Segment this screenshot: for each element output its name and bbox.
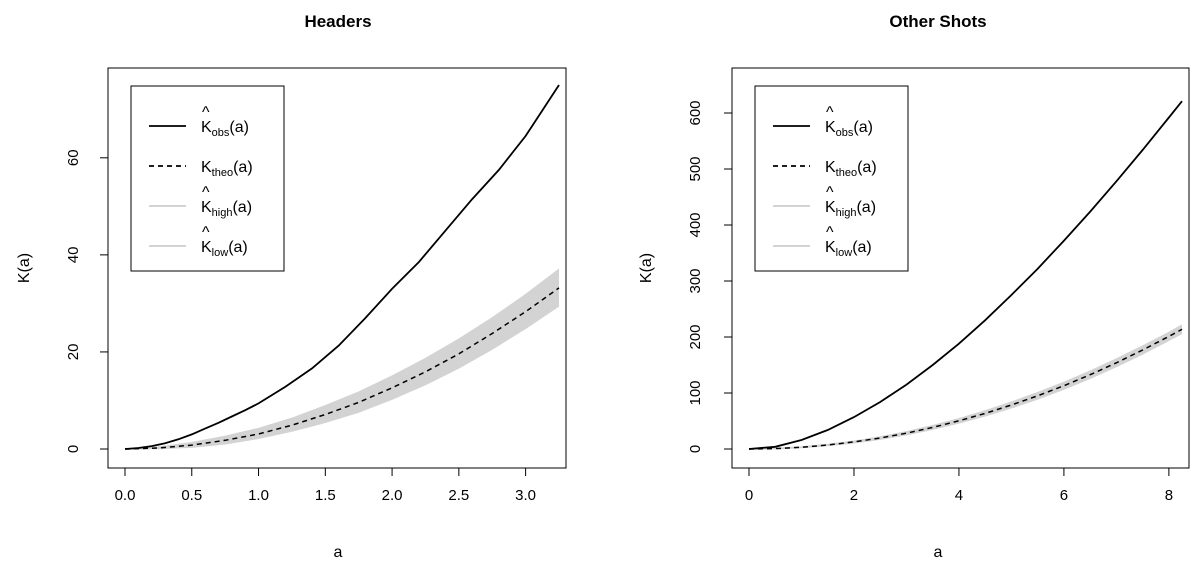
y-axis: 0 20 40 60 [65,149,109,453]
chart-panel-headers: Headers a K(a) 0.0 0.5 1.0 1.5 2.0 2.5 3.0 0 20… [16,12,567,561]
series-line-high [748,324,1183,450]
x-tick-label: 1.0 [248,487,269,504]
x-tick-label: 0.5 [181,487,202,504]
y-tick-label: 20 [65,344,82,361]
series-line-obs [748,100,1183,450]
legend-box [754,85,909,272]
x-tick-label: 0.0 [115,487,136,504]
plot-frame [107,67,567,469]
y-tick-label: 500 [687,156,704,181]
plot-frame [731,67,1190,469]
legend-box [130,85,285,272]
legend-hat: ^ [826,104,834,121]
x-tick-label: 8 [1165,487,1173,504]
legend-hat: ^ [202,224,210,241]
x-tick-label: 3.0 [515,487,536,504]
y-tick-label: 300 [687,268,704,293]
legend-hat: ^ [826,184,834,201]
series-line-theo [748,328,1183,450]
x-axis-label: a [934,544,943,561]
legend-hat: ^ [202,104,210,121]
y-axis: 0 100 200 300 400 500 600 [687,100,733,453]
plot-area [124,84,560,450]
y-tick-label: 60 [65,149,82,166]
series-line-low [748,332,1183,450]
legend: ^Kobs(a)Ktheo(a)^Khigh(a)^Klow(a) [754,85,909,272]
legend: ^Kobs(a)Ktheo(a)^Khigh(a)^Klow(a) [130,85,285,272]
y-axis-label: K(a) [16,253,33,283]
series-line-high [124,268,560,450]
series-line-theo [124,287,560,450]
x-axis: 0 2 4 6 8 [745,467,1173,504]
y-tick-label: 200 [687,324,704,349]
y-tick-label: 600 [687,100,704,125]
legend-hat: ^ [202,184,210,201]
chart-title: Other Shots [889,12,986,31]
x-tick-label: 2.5 [448,487,469,504]
chart-title: Headers [304,12,371,31]
x-axis-label: a [334,544,343,561]
x-tick-label: 1.5 [315,487,336,504]
y-tick-label: 100 [687,380,704,405]
envelope-band [749,325,1182,449]
y-tick-label: 40 [65,247,82,264]
y-tick-label: 400 [687,212,704,237]
series-line-obs [124,84,560,450]
y-axis-label: K(a) [638,253,655,283]
x-tick-label: 0 [745,487,753,504]
y-tick-label: 0 [687,445,704,453]
x-tick-label: 4 [955,487,963,504]
legend-hat: ^ [826,224,834,241]
x-tick-label: 6 [1060,487,1068,504]
chart-panel-other-shots: Other Shots a K(a) 0 2 4 6 8 0 100 200 300 400 50… [638,12,1190,561]
plot-area [748,100,1183,450]
envelope-band [125,269,559,449]
series-line-low [124,305,560,450]
x-axis: 0.0 0.5 1.0 1.5 2.0 2.5 3.0 [115,467,536,504]
y-tick-label: 0 [65,445,82,453]
x-tick-label: 2 [850,487,858,504]
x-tick-label: 2.0 [382,487,403,504]
